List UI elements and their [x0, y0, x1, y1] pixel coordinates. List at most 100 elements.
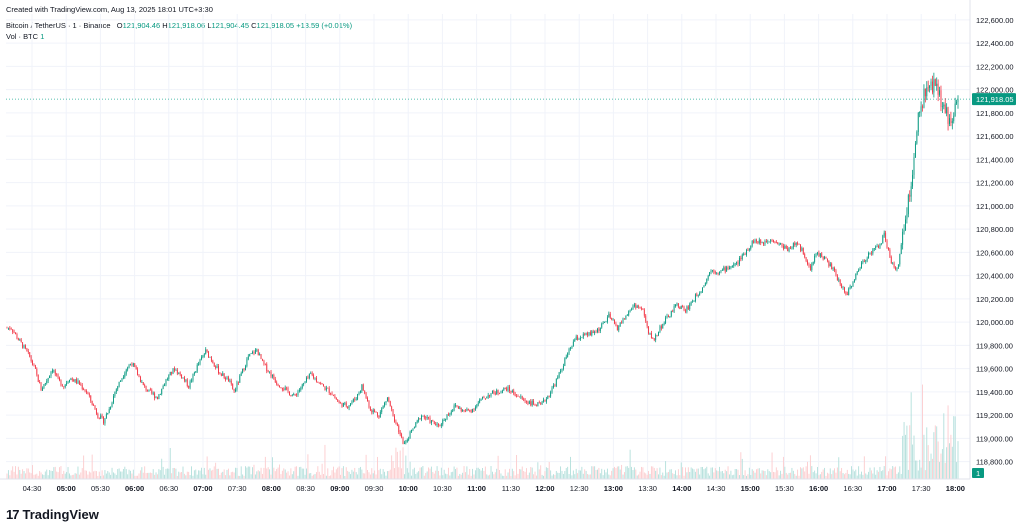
symbol-name[interactable]: Bitcoin / TetherUS · 1 · Binance: [6, 21, 111, 30]
volume-bar: [499, 469, 500, 479]
volume-bar: [957, 441, 959, 479]
candle-body: [890, 257, 892, 264]
candle-body: [714, 272, 716, 274]
candle-body: [826, 258, 828, 261]
volume-bar: [541, 474, 543, 479]
candle-body: [105, 414, 107, 419]
candle-body: [95, 409, 97, 414]
candle-body: [943, 104, 945, 107]
candle-body: [618, 326, 620, 331]
candle-body: [895, 267, 896, 270]
volume-bar: [247, 466, 249, 479]
candle-body: [819, 253, 821, 257]
volume-bar: [496, 468, 498, 479]
candle-body: [237, 382, 239, 384]
volume-bar: [734, 468, 736, 479]
low-label: L: [207, 21, 212, 30]
volume-bar: [158, 469, 160, 479]
volume-bar: [751, 469, 753, 479]
volume-bar: [286, 472, 288, 479]
candle-body: [186, 379, 188, 386]
volume-bar: [12, 466, 14, 479]
candle-body: [933, 79, 935, 93]
volume-bar: [672, 473, 674, 479]
candle-body: [738, 257, 740, 265]
candle-body: [457, 406, 459, 409]
candle-body: [176, 369, 178, 374]
volume-bar: [744, 470, 746, 479]
candle-body: [141, 382, 143, 383]
candle-body: [680, 306, 682, 310]
volume-bar: [60, 466, 62, 479]
volume-bar: [839, 471, 841, 479]
volume-bar: [90, 472, 92, 479]
volume-bar: [95, 471, 97, 479]
candle-body: [440, 424, 442, 426]
candle-body: [585, 332, 587, 335]
candle-body: [13, 331, 15, 333]
candle-body: [117, 386, 119, 390]
volume-bar: [465, 472, 466, 479]
volume-bar: [719, 466, 720, 479]
volume-bar: [801, 468, 803, 479]
volume-bar: [76, 473, 78, 479]
candle-body: [33, 364, 35, 366]
volume-bar: [479, 468, 481, 479]
volume-bar: [660, 475, 662, 479]
volume-bar: [615, 468, 617, 479]
volume-bar: [281, 470, 283, 479]
candle-body: [782, 245, 784, 249]
volume-bar: [930, 453, 932, 479]
volume-bar: [159, 470, 161, 479]
candle-body: [183, 377, 185, 381]
volume-bar: [567, 466, 569, 479]
volume-bar: [582, 473, 584, 479]
volume-bar: [340, 474, 342, 479]
volume-bar: [195, 469, 197, 479]
candle-body: [118, 381, 120, 387]
candle-body: [269, 371, 271, 373]
volume-bar: [243, 475, 245, 479]
candle-body: [731, 265, 733, 268]
candle-body: [155, 396, 157, 399]
candle-body: [767, 241, 769, 243]
candle-body: [70, 378, 72, 381]
volume-bar: [483, 470, 485, 479]
price-tick-label: 121,200.00: [976, 179, 1014, 188]
volume-bar: [936, 426, 938, 479]
volume-bar: [69, 473, 70, 479]
candle-body: [562, 365, 564, 369]
candle-body: [87, 392, 89, 395]
candle-body: [323, 384, 324, 387]
candle-body: [748, 248, 750, 251]
candle-body: [547, 395, 549, 399]
candle-body: [632, 306, 634, 310]
price-tick-label: 122,000.00: [976, 86, 1014, 95]
volume-bar: [132, 469, 134, 479]
candle-body: [318, 382, 320, 384]
volume-label[interactable]: Vol · BTC: [6, 32, 39, 41]
price-tick-label: 119,600.00: [976, 365, 1013, 374]
price-tick-label: 119,400.00: [976, 388, 1013, 397]
volume-bar: [345, 467, 347, 479]
candle-body: [491, 391, 493, 394]
volume-bar: [394, 468, 395, 479]
candle-body: [913, 157, 915, 175]
volume-bar: [348, 471, 350, 479]
candle-body: [63, 386, 65, 387]
volume-bar: [175, 468, 177, 479]
candle-body: [388, 397, 390, 402]
candle-body: [364, 390, 366, 394]
candle-body: [531, 401, 533, 406]
candle-body: [152, 393, 154, 395]
volume-bar: [201, 467, 202, 479]
time-tick-label: 16:30: [843, 484, 862, 493]
candle-body: [953, 115, 955, 122]
volume-bar: [612, 468, 614, 479]
volume-bar: [467, 474, 469, 479]
candle-body: [792, 243, 794, 248]
volume-bar: [453, 466, 455, 479]
candle-body: [415, 422, 417, 427]
candle-body: [384, 402, 386, 406]
